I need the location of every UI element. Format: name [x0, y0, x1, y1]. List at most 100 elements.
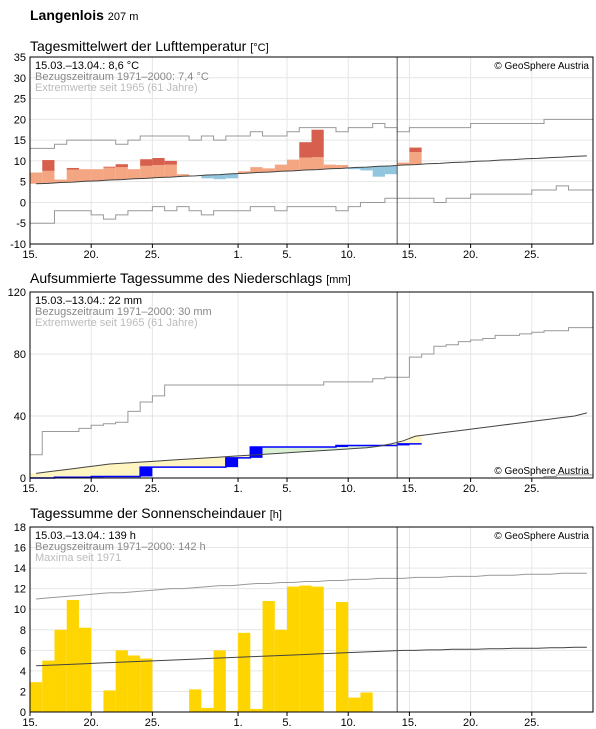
x-tick-label: 15.	[22, 717, 37, 729]
temperature-bar	[262, 168, 275, 173]
y-tick-label: 14	[14, 563, 26, 575]
y-tick-label: 30	[14, 73, 26, 85]
y-tick-label: -10	[10, 239, 26, 251]
x-tick-label: 25.	[145, 717, 160, 729]
y-tick-label: 10	[14, 604, 26, 616]
temperature-bar	[30, 172, 43, 184]
sunshine-bar	[30, 682, 43, 712]
precipitation-deviation	[299, 447, 312, 452]
temperature-bar	[348, 167, 361, 170]
plot-frame	[29, 526, 594, 713]
precipitation-deviation	[213, 457, 226, 468]
precipitation-bar	[397, 443, 410, 446]
temperature-unit: [°C]	[250, 42, 269, 54]
y-tick-label: 20	[14, 114, 26, 126]
precipitation-deviation	[164, 460, 177, 468]
temperature-bar	[397, 162, 410, 166]
sunshine-bar	[360, 692, 373, 712]
y-tick-label: 0	[20, 197, 26, 209]
precipitation-cumulative-line	[30, 443, 422, 479]
precipitation-bar	[140, 467, 153, 477]
temperature-bar-high	[409, 147, 422, 153]
y-tick-label: 120	[8, 287, 26, 299]
y-tick-label: 5	[20, 177, 26, 189]
y-tick-label: 80	[14, 349, 26, 361]
x-tick-label: 15.	[22, 249, 37, 261]
x-tick-label: 20.	[463, 249, 478, 261]
temperature-bar-high	[152, 157, 165, 166]
sunshine-bar	[335, 602, 349, 712]
y-tick-label: 35	[14, 52, 26, 64]
temperature-bar	[384, 165, 398, 175]
x-tick-label: 15.	[22, 483, 37, 495]
precipitation-deviation	[238, 455, 251, 458]
x-tick-label: 20.	[84, 717, 99, 729]
precipitation-deviation	[30, 473, 43, 478]
x-tick-label: 15.	[402, 483, 417, 495]
temperature-bar	[66, 169, 79, 183]
precipitation-deviation	[189, 458, 202, 468]
extreme-min-line	[30, 185, 593, 224]
temperature-bar	[323, 164, 336, 169]
info-current: 15.03.–13.04.: 22 mm	[35, 295, 142, 307]
temperature-bar	[164, 164, 177, 178]
info-current: 15.03.–13.04.: 139 h	[35, 530, 136, 542]
precipitation-deviation	[201, 457, 214, 468]
sunshine-bar	[66, 599, 79, 712]
precipitation-deviation	[176, 459, 190, 468]
precipitation-deviation	[274, 447, 288, 454]
y-tick-label: 18	[14, 522, 26, 534]
precipitation-deviation	[360, 445, 373, 448]
precipitation-unit: [mm]	[326, 274, 351, 286]
precipitation-deviation	[66, 468, 79, 478]
precipitation-deviation	[91, 465, 104, 477]
precipitation-deviation	[140, 461, 153, 468]
sunshine-bar	[140, 658, 153, 712]
sunshine-bar	[213, 650, 226, 712]
precipitation-bar	[335, 445, 349, 447]
precipitation-deviation	[225, 456, 239, 458]
temperature-bar	[372, 166, 385, 177]
precipitation-deviation	[384, 443, 398, 446]
sunshine-bar	[103, 690, 116, 712]
plot-frame	[29, 56, 594, 245]
x-tick-label: 15.	[402, 249, 417, 261]
sunshine-unit: [h]	[269, 509, 282, 521]
x-tick-label: 20.	[84, 483, 99, 495]
y-tick-label: 0	[20, 707, 26, 719]
y-tick-label: 12	[14, 584, 26, 596]
y-tick-label: 15	[14, 135, 26, 147]
info-extremes: Maxima seit 1971	[35, 552, 121, 564]
info-reference: Bezugszeitraum 1971–2000: 30 mm	[35, 306, 212, 318]
station-header: Langenlois 207 m	[30, 7, 138, 23]
info-reference: Bezugszeitraum 1971–2000: 7,4 °C	[35, 71, 209, 83]
sunshine-bar	[225, 710, 239, 712]
temperature-bar	[274, 164, 288, 172]
precipitation-deviation	[103, 464, 116, 477]
temperature-bar	[176, 174, 190, 177]
sunshine-bar	[42, 660, 55, 712]
sunshine-bar	[189, 689, 202, 712]
x-tick-label: 10.	[341, 249, 356, 261]
climate-mean-line	[36, 646, 587, 667]
temperature-bar	[287, 159, 300, 171]
precipitation-deviation	[54, 470, 67, 478]
info-current: 15.03.–13.04.: 8,6 °C	[35, 60, 139, 72]
precipitation-deviation	[323, 447, 336, 451]
temperature-bar-high	[103, 166, 116, 168]
x-tick-label: 1.	[233, 717, 242, 729]
y-tick-label: 2	[20, 686, 26, 698]
temperature-bar	[103, 167, 116, 181]
temperature-bar-high	[311, 129, 324, 158]
y-tick-label: 25	[14, 94, 26, 106]
temperature-bar	[152, 165, 165, 178]
temperature-bar	[201, 175, 214, 179]
x-tick-label: 5.	[282, 249, 291, 261]
sunshine-bar	[54, 629, 67, 712]
x-tick-label: 25.	[524, 483, 539, 495]
temperature-bar	[91, 169, 104, 181]
copyright-label: © GeoSphere Austria	[494, 531, 589, 542]
temperature-bar	[311, 157, 324, 170]
